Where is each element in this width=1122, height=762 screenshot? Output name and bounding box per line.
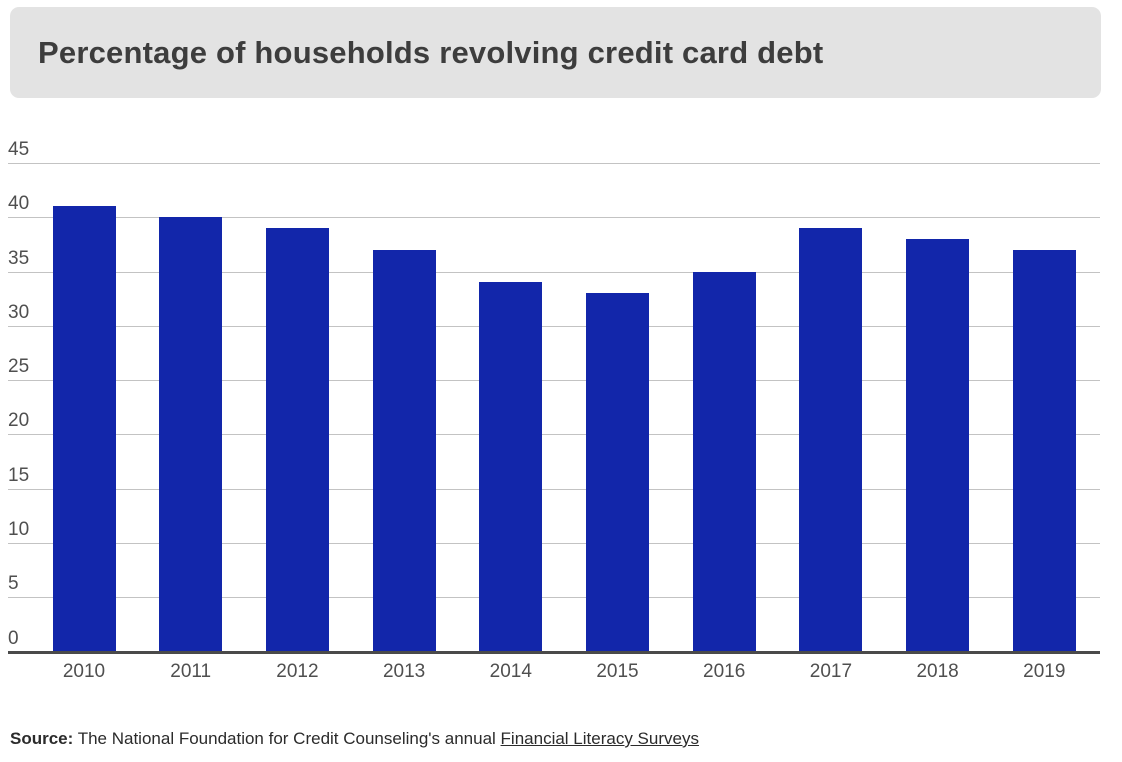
bar-2010: [52, 206, 116, 652]
y-axis-tick-label-15: 15: [8, 464, 30, 486]
source-text: The National Foundation for Credit Couns…: [73, 729, 501, 748]
y-axis-tick-label-10: 10: [8, 519, 30, 540]
gridline-25: [8, 380, 1100, 382]
gridline-35: [8, 271, 1100, 273]
y-axis-tick-label-5: 5: [8, 573, 19, 595]
gridline-30: [8, 325, 1100, 327]
bar-2016: [692, 271, 756, 652]
bar-2015: [586, 293, 649, 652]
y-axis-tick-label-0: 0: [8, 627, 19, 649]
y-axis-tick-label-40: 40: [8, 193, 30, 215]
y-axis-tick-label-35: 35: [8, 247, 30, 269]
x-axis-label-2015: 2015: [596, 661, 639, 682]
source-line: Source: The National Foundation for Cred…: [10, 729, 699, 749]
gridline-20: [8, 434, 1100, 436]
bar-2014: [479, 282, 543, 652]
bar-2017: [799, 228, 863, 652]
y-axis-tick-label-25: 25: [8, 356, 30, 378]
y-axis-tick-label-30: 30: [8, 301, 30, 323]
x-axis-label-2011: 2011: [170, 661, 212, 682]
chart-title-bar: Percentage of households revolving credi…: [10, 7, 1101, 98]
source-label: Source:: [10, 729, 74, 748]
x-axis-line: [8, 651, 1100, 654]
bar-chart: 45 40 35 30 25 20 15 10 5 0 2010 2011 2012 2013 2014 20…: [8, 139, 1100, 682]
y-axis-tick-label-45: 45: [8, 139, 30, 160]
bar-2011: [159, 217, 223, 652]
chart-title: Percentage of households revolving credi…: [38, 34, 824, 70]
bar-2013: [372, 249, 436, 652]
x-axis-label-2010: 2010: [62, 661, 106, 682]
x-axis-label-2017: 2017: [809, 661, 853, 682]
gridline-15: [8, 488, 1100, 490]
x-axis-label-2018: 2018: [916, 661, 959, 682]
x-axis-label-2013: 2013: [382, 661, 426, 682]
gridline-10: [8, 543, 1100, 544]
x-axis-label-2016: 2016: [703, 661, 746, 682]
bar-2019: [1012, 249, 1076, 652]
x-axis-label-2014: 2014: [489, 661, 532, 682]
x-axis-label-2012: 2012: [276, 661, 319, 682]
gridline-40: [8, 217, 1100, 219]
y-axis-tick-label-20: 20: [8, 410, 30, 432]
bar-2012: [265, 228, 329, 652]
gridline-5: [8, 597, 1100, 599]
gridline-45: [8, 163, 1100, 164]
source-link[interactable]: Financial Literacy Surveys: [500, 729, 699, 748]
bar-2018: [906, 239, 970, 652]
x-axis-label-2019: 2019: [1023, 661, 1066, 682]
